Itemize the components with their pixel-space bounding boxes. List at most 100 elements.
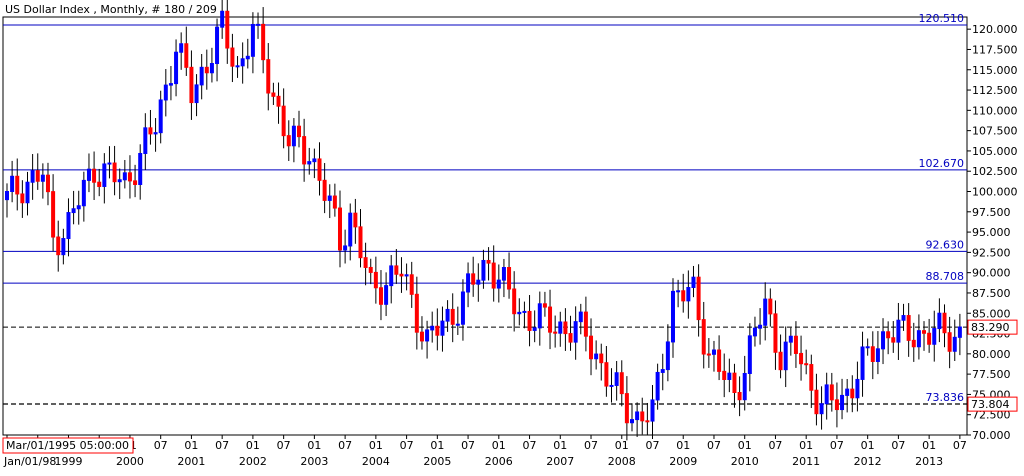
candle-body [5,191,9,201]
candle-body [184,43,189,68]
y-tick-label: 87.500 [972,287,1011,300]
candle-body [850,388,855,399]
candle-body [168,83,173,86]
candle-body [660,369,665,373]
candle-body [312,158,317,163]
candle-body [435,325,440,336]
y-tick-label: 97.500 [972,206,1011,219]
x-year-label: 2009 [669,455,697,468]
x-month-label: 07 [277,439,291,452]
candle-body [645,420,650,423]
candle-body [235,65,240,68]
y-tick-label: 120.000 [972,23,1018,36]
candle-body [174,51,179,85]
x-month-label: 01 [246,439,260,452]
y-tick-label: 77.500 [972,368,1011,381]
candle-body [942,312,947,334]
candle-body [81,179,86,207]
candle-body [901,315,906,321]
candle-body [527,310,532,331]
x-year-label: 2006 [485,455,513,468]
candle-body [711,349,716,355]
candle-body [840,394,845,411]
level-label: 73.836 [926,391,965,404]
candle-body [327,195,332,201]
candle-body [665,341,670,371]
y-tick-label: 110.000 [972,104,1018,117]
y-tick-label: 100.000 [972,186,1018,199]
candle-body [158,99,163,134]
candle-body [517,311,522,315]
candle-body [245,55,250,60]
candle-body [819,403,824,415]
candle-body [240,58,245,67]
candle-body [189,66,194,104]
candle-body [681,290,686,302]
candle-body [30,170,35,183]
y-tick-label: 70.000 [972,429,1011,442]
candle-body [804,363,809,366]
cursor-time-box [2,437,134,454]
y-tick-label: 112.500 [972,84,1018,97]
x-year-label: 2007 [546,455,574,468]
candle-body [609,384,614,387]
x-month-label: 01 [184,439,198,452]
candle-body [875,348,880,362]
chart-title: US Dollar Index , Monthly, # 180 / 209 [5,3,217,16]
candle-body [624,393,629,424]
x-month-label: 07 [830,439,844,452]
y-tick-label: 105.000 [972,145,1018,158]
candle-body [281,105,286,137]
candle-body [440,320,445,336]
x-year-label: 2001 [177,455,205,468]
x-month-label: 01 [492,439,506,452]
candle-body [399,273,404,277]
candle-body [102,163,107,187]
candle-body [542,303,547,308]
candle-body [614,372,619,386]
candle-body [215,26,220,65]
x-month-label: 01 [307,439,321,452]
candle-body [655,371,660,401]
candle-body [358,226,363,259]
candle-body [537,303,542,329]
x-month-label: 01 [676,439,690,452]
y-tick-label: 80.000 [972,348,1011,361]
candle-body [865,346,870,349]
candle-body [957,326,962,338]
candle-body [425,329,430,342]
candle-body [404,274,409,277]
candle-body [209,63,214,74]
x-month-label: 01 [799,439,813,452]
x-month-label: 01 [615,439,629,452]
candle-body [15,175,20,195]
candle-body [486,259,491,264]
candle-body [583,311,588,337]
candle-body [727,372,732,380]
candle-body [225,10,230,49]
candle-body [870,346,875,362]
candle-body [783,341,788,371]
candle-body [778,351,783,371]
candle-body [599,353,604,364]
candle-body [204,66,209,74]
candle-body [179,43,184,53]
candle-body [153,132,158,135]
y-tick-label: 92.500 [972,246,1011,259]
candle-body [732,372,737,394]
candle-body [747,335,752,374]
y-tick-label: 72.500 [972,409,1011,422]
candle-body [722,370,727,380]
plot-frame [2,16,968,436]
candle-body [117,179,122,183]
candle-body [635,411,640,421]
candle-body [891,337,896,343]
candle-body [860,346,865,380]
candle-body [286,135,291,147]
candle-body [548,306,553,333]
candle-body [414,293,419,333]
candle-body [814,389,819,415]
candle-body [758,324,763,329]
candle-body [717,349,722,372]
candle-body [793,335,798,354]
